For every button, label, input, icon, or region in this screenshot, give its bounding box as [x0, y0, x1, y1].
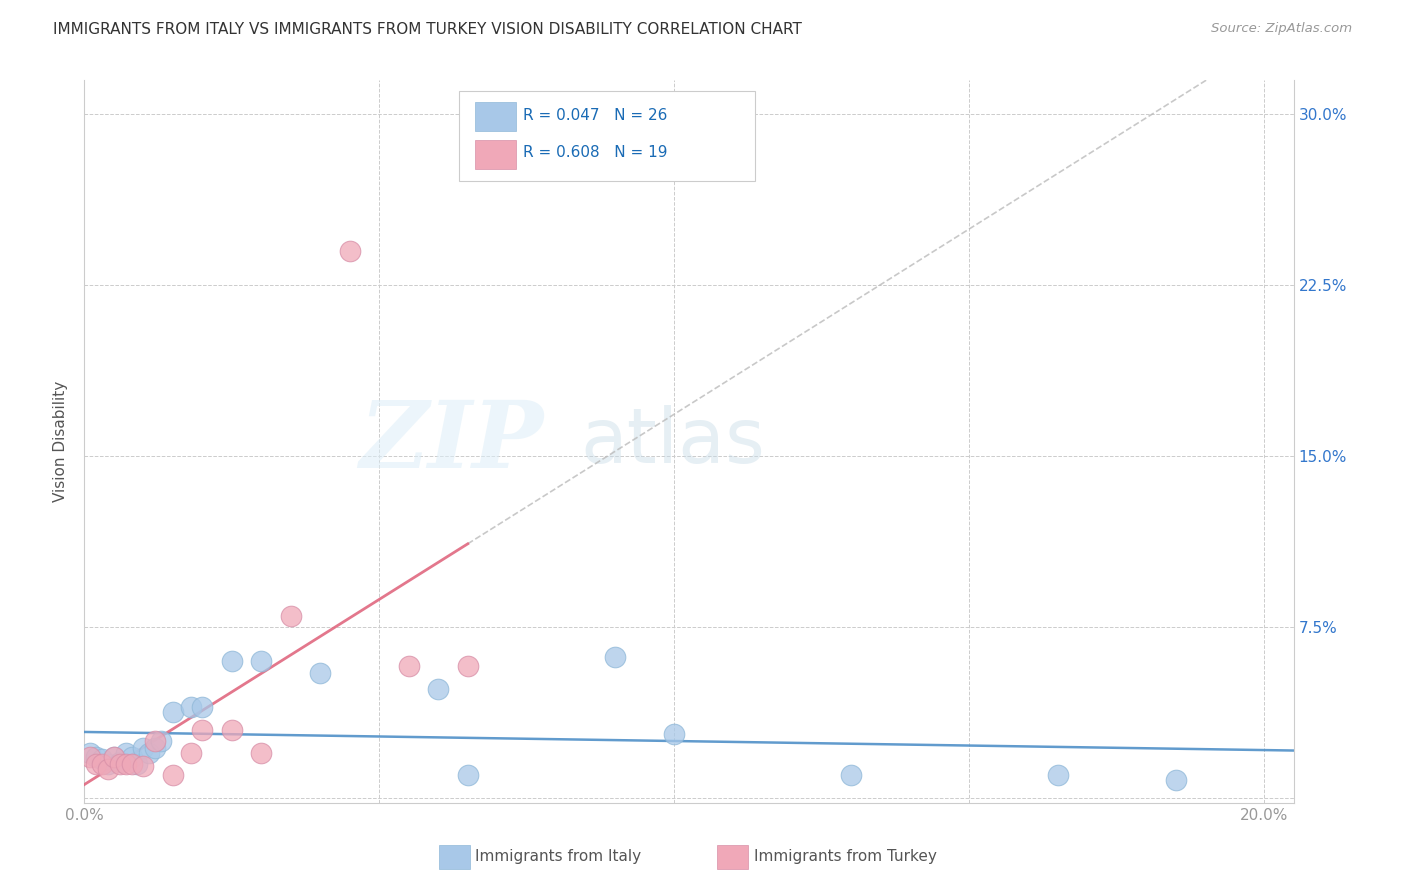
Point: [143, 734, 166, 748]
FancyBboxPatch shape: [717, 845, 748, 870]
Point: [91, 757, 114, 772]
Point: [309, 665, 332, 680]
Point: [108, 755, 131, 769]
Point: [108, 757, 131, 772]
Point: [221, 723, 243, 737]
Point: [114, 746, 136, 760]
Text: atlas: atlas: [581, 405, 765, 478]
Point: [457, 768, 479, 782]
Point: [427, 681, 450, 696]
Point: [191, 700, 214, 714]
Point: [121, 750, 143, 764]
FancyBboxPatch shape: [460, 91, 755, 181]
Point: [103, 750, 125, 764]
Point: [97, 762, 120, 776]
Point: [250, 655, 273, 669]
Point: [398, 659, 420, 673]
Point: [127, 757, 149, 772]
Text: IMMIGRANTS FROM ITALY VS IMMIGRANTS FROM TURKEY VISION DISABILITY CORRELATION CH: IMMIGRANTS FROM ITALY VS IMMIGRANTS FROM…: [53, 22, 803, 37]
Point: [250, 746, 273, 760]
Point: [79, 750, 101, 764]
Point: [1164, 772, 1187, 787]
Text: R = 0.608   N = 19: R = 0.608 N = 19: [523, 145, 668, 161]
Point: [180, 700, 202, 714]
Point: [84, 750, 107, 764]
Point: [221, 655, 243, 669]
Text: R = 0.047   N = 26: R = 0.047 N = 26: [523, 108, 668, 123]
FancyBboxPatch shape: [439, 845, 470, 870]
Point: [121, 757, 143, 772]
FancyBboxPatch shape: [475, 102, 516, 131]
Text: Source: ZipAtlas.com: Source: ZipAtlas.com: [1212, 22, 1353, 36]
Point: [91, 752, 114, 766]
Point: [605, 649, 627, 664]
Point: [84, 757, 107, 772]
Point: [180, 746, 202, 760]
Text: ZIP: ZIP: [360, 397, 544, 486]
Point: [162, 768, 184, 782]
Point: [191, 723, 214, 737]
Point: [79, 746, 101, 760]
Point: [339, 244, 361, 259]
Text: Immigrants from Turkey: Immigrants from Turkey: [754, 849, 938, 864]
FancyBboxPatch shape: [475, 140, 516, 169]
Point: [664, 727, 686, 741]
Point: [132, 759, 155, 773]
Point: [1046, 768, 1069, 782]
Point: [143, 741, 166, 756]
Y-axis label: Vision Disability: Vision Disability: [53, 381, 69, 502]
Point: [138, 746, 160, 760]
Point: [97, 757, 120, 772]
Point: [103, 750, 125, 764]
Point: [150, 734, 173, 748]
Point: [162, 705, 184, 719]
Point: [280, 608, 302, 623]
Text: Immigrants from Italy: Immigrants from Italy: [475, 849, 641, 864]
Point: [457, 659, 479, 673]
Point: [114, 757, 136, 772]
Point: [839, 768, 862, 782]
Point: [132, 741, 155, 756]
